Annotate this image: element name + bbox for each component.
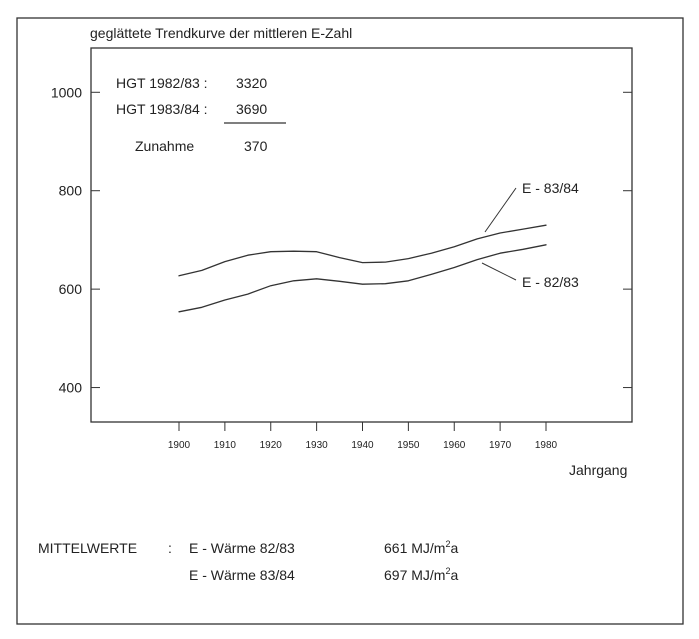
- series-label-83-84: E - 83/84: [522, 180, 579, 196]
- series-line-0: [178, 224, 547, 277]
- x-tick-label-1970: 1970: [489, 440, 512, 451]
- means-row-1-sup: 2: [445, 539, 450, 549]
- series-line-1: [178, 244, 547, 313]
- means-row-1-number: 661 MJ/m: [384, 540, 445, 556]
- hgt-line-2-label: HGT 1983/84 :: [116, 101, 208, 117]
- means-row-2-sup: 2: [445, 566, 450, 576]
- means-heading: MITTELWERTE: [38, 540, 137, 556]
- means-row-2-label: E - Wärme 83/84: [189, 567, 295, 583]
- x-tick-label-1920: 1920: [260, 440, 283, 451]
- hgt-line-1-label: HGT 1982/83 :: [116, 75, 208, 91]
- chart-title: geglättete Trendkurve der mittleren E-Za…: [90, 25, 352, 41]
- y-tick-label-400: 400: [59, 380, 83, 396]
- y-axis: 400 600 800 1000: [51, 84, 632, 396]
- x-tick-label-1980: 1980: [535, 440, 558, 451]
- x-axis: 1900 1910 1920 1930 1940 1950 1960 1970 1980: [168, 422, 558, 451]
- y-tick-label-600: 600: [59, 281, 83, 297]
- series-leader-82-83: [481, 262, 517, 281]
- means-row-2-value: 697 MJ/m2a: [384, 566, 458, 583]
- x-tick-label-1940: 1940: [351, 440, 374, 451]
- x-tick-label-1900: 1900: [168, 440, 191, 451]
- hgt-line-2-value: 3690: [236, 101, 267, 117]
- series-group: [178, 224, 547, 313]
- means-row-2-number: 697 MJ/m: [384, 567, 445, 583]
- means-row-1-label: E - Wärme 82/83: [189, 540, 295, 556]
- plot-area: [90, 47, 633, 423]
- means-row-1-suffix: a: [450, 540, 458, 556]
- means-block: MITTELWERTE : E - Wärme 82/83 661 MJ/m2a…: [38, 539, 458, 583]
- series-leader-83-84: [484, 187, 517, 233]
- hgt-line-1-value: 3320: [236, 75, 267, 91]
- x-tick-label-1960: 1960: [443, 440, 466, 451]
- increase-label: Zunahme: [135, 138, 194, 154]
- y-tick-label-800: 800: [59, 183, 83, 199]
- hgt-annotation: HGT 1982/83 : 3320 HGT 1983/84 : 3690 Zu…: [116, 75, 286, 154]
- series-label-82-83: E - 82/83: [522, 274, 579, 290]
- x-tick-label-1950: 1950: [397, 440, 420, 451]
- x-tick-label-1930: 1930: [306, 440, 329, 451]
- means-row-2-suffix: a: [450, 567, 458, 583]
- outer-border: [16, 17, 684, 625]
- means-row-1-value: 661 MJ/m2a: [384, 539, 458, 556]
- increase-value: 370: [244, 138, 268, 154]
- means-separator: :: [168, 540, 172, 556]
- y-tick-label-1000: 1000: [51, 84, 82, 100]
- x-tick-label-1910: 1910: [214, 440, 237, 451]
- x-axis-title: Jahrgang: [569, 462, 627, 478]
